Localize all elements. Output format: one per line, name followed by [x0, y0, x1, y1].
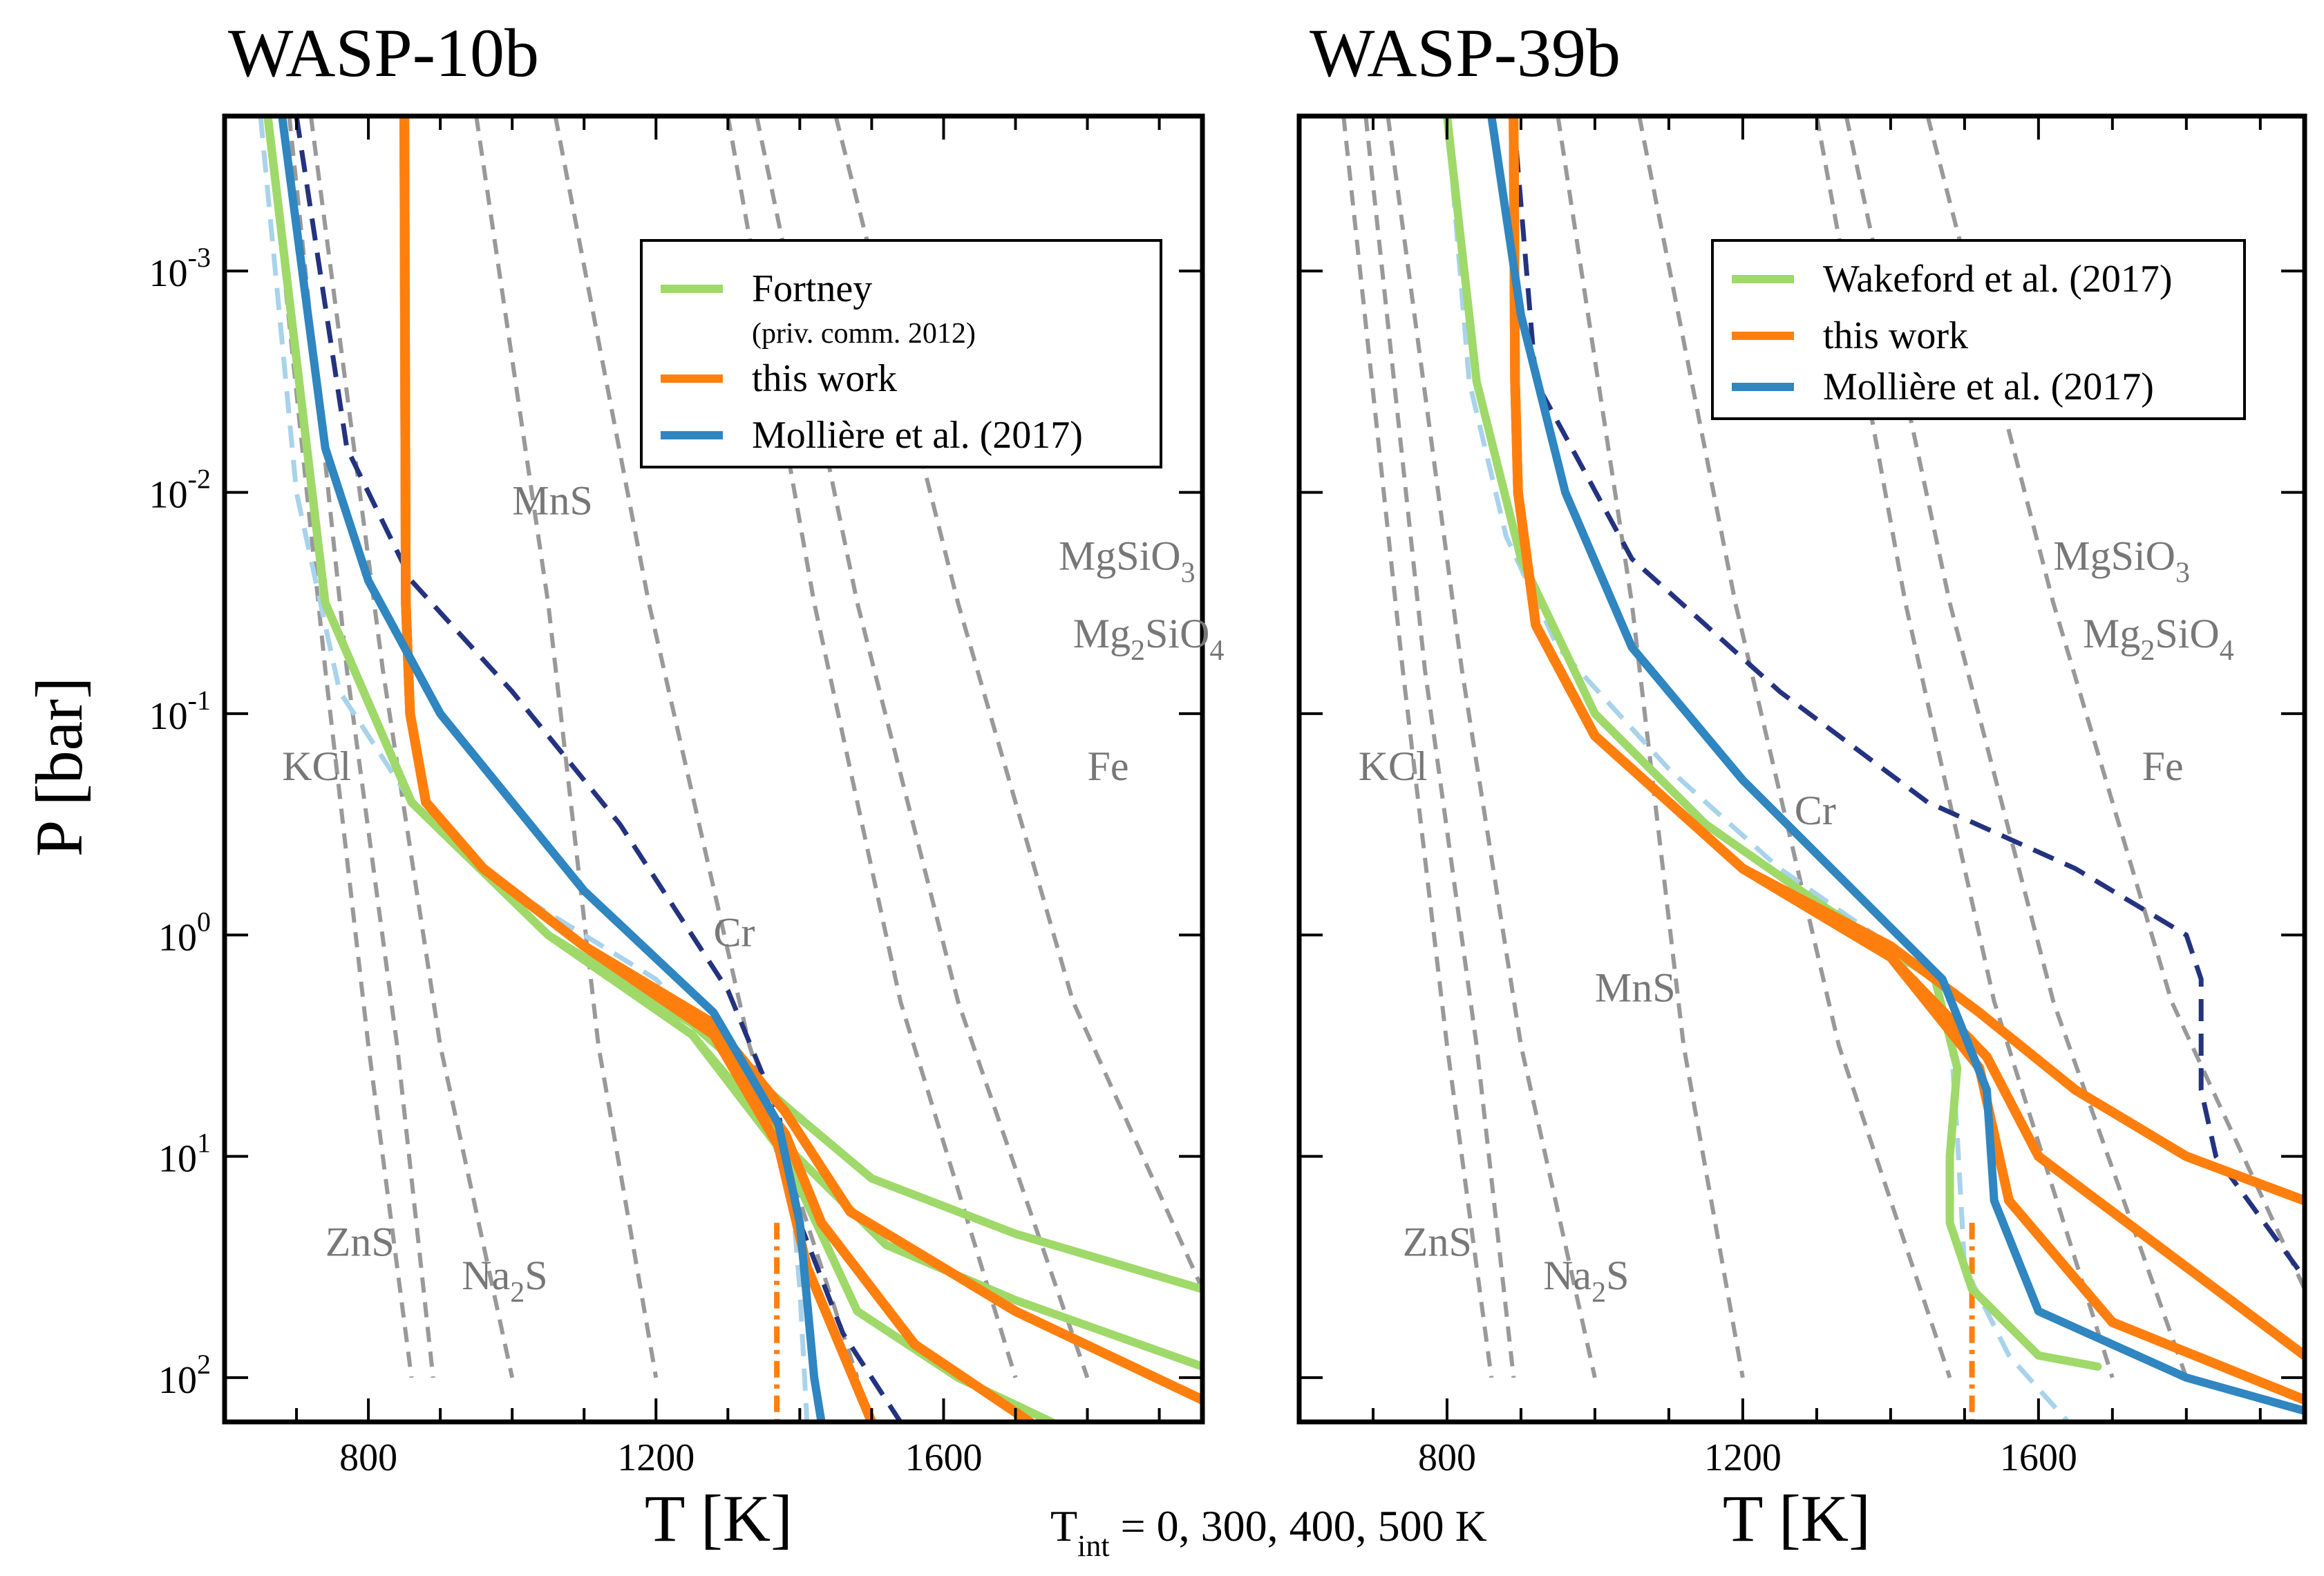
- series-line-model-light-dashed: [258, 116, 810, 1422]
- condensation-label: MnS: [1595, 965, 1676, 1010]
- panel-title: WASP-39b: [1310, 15, 1621, 91]
- series-line-model-dark-dashed: [294, 116, 903, 1422]
- condensation-label: Cr: [714, 909, 755, 955]
- x-tick-label: 1600: [2000, 1436, 2077, 1479]
- legend-box: [1711, 239, 2246, 420]
- condensation-curve-na2s: [1386, 116, 1597, 1378]
- legend-label: Wakeford et al. (2017): [1823, 258, 2173, 301]
- footnote-subscript: int: [1077, 1529, 1109, 1563]
- legend: Fortney (priv. comm. 2012) this work Molliè…: [640, 239, 1162, 468]
- legend: Wakeford et al. (2017) this work Mollière …: [1711, 239, 2246, 420]
- panel-title: WASP-10b: [228, 15, 539, 91]
- panel-wasp-39b: WASP-39b 800 1200 1600 KCl ZnS Na2S MnS Cr MgSi…: [1296, 15, 2307, 1555]
- legend-box: [640, 239, 1162, 468]
- plot-frame: [1296, 113, 2307, 1425]
- condensation-label: KCl: [282, 743, 351, 789]
- tint-footnote: Tint = 0, 300, 400, 500 K: [1050, 1501, 1487, 1563]
- series-line-model-dark-dashed: [1511, 116, 2305, 1280]
- series-line-molli-re-et-al-2017: [1487, 116, 2305, 1415]
- footnote-rest: = 0, 300, 400, 500 K: [1110, 1501, 1487, 1550]
- condensation-curve-mns: [474, 116, 659, 1378]
- plot-frame: [222, 113, 1205, 1425]
- condensation-label: MnS: [512, 478, 593, 524]
- y-tick-label: 101: [158, 1128, 211, 1181]
- condensation-curve-mgsio3: [726, 116, 1018, 1378]
- condensation-label: MgSiO3: [1059, 533, 1196, 589]
- legend-label: this work: [752, 357, 897, 400]
- condensation-curve-zns: [1363, 116, 1516, 1378]
- legend-sublabel: (priv. comm. 2012): [752, 318, 976, 350]
- x-tick-label: 1600: [905, 1436, 982, 1479]
- condensation-curve-mgsio3: [1814, 116, 2115, 1378]
- condensation-label: Na2S: [462, 1253, 547, 1309]
- panel-wasp-10b: WASP-10b 800 1200 1600 10-3 10-2 10-1 100 101 10…: [22, 15, 1224, 1555]
- condensation-label: ZnS: [325, 1219, 395, 1265]
- condensation-label: Fe: [1088, 743, 1129, 789]
- y-axis-title: P [bar]: [22, 677, 96, 857]
- x-tick-label: 800: [1418, 1436, 1476, 1479]
- condensation-label: Fe: [2142, 743, 2184, 789]
- series-line-this-work: [1509, 116, 2305, 1405]
- x-tick-label: 1200: [617, 1436, 695, 1479]
- y-tick-label: 100: [158, 906, 211, 959]
- condensation-curve-cr: [553, 116, 860, 1378]
- condensation-curve-mg2sio4: [754, 116, 1090, 1378]
- legend-label: this work: [1823, 314, 1968, 357]
- y-tick-label: 102: [158, 1349, 211, 1402]
- x-tick-label: 800: [339, 1436, 397, 1479]
- y-tick-label: 10-1: [149, 685, 211, 738]
- y-tick-label: 10-3: [149, 242, 211, 295]
- series-line-molli-re-et-al-2017: [278, 116, 826, 1422]
- condensation-label: Cr: [1795, 788, 1836, 833]
- condensation-label: Na2S: [1543, 1253, 1629, 1309]
- footnote-prefix: T: [1050, 1501, 1077, 1550]
- x-tick-label: 1200: [1704, 1436, 1782, 1479]
- condensation-curve-na2s: [308, 116, 515, 1378]
- condensation-label: Mg2SiO4: [2083, 611, 2234, 667]
- condensation-label: MgSiO3: [2053, 533, 2190, 589]
- legend-label: Mollière et al. (2017): [1823, 365, 2154, 408]
- condensation-label: ZnS: [1403, 1219, 1472, 1265]
- legend-label: Mollière et al. (2017): [752, 414, 1083, 457]
- condensation-label: KCl: [1359, 743, 1428, 789]
- condensation-label: Mg2SiO4: [1073, 611, 1225, 667]
- x-axis-title: T [K]: [645, 1481, 793, 1555]
- y-tick-label: 10-2: [149, 464, 211, 517]
- condensation-curve-mns: [1556, 116, 1745, 1378]
- condensation-curve-kcl: [1341, 116, 1494, 1378]
- x-axis-title: T [K]: [1723, 1481, 1871, 1555]
- legend-label: Fortney: [752, 267, 872, 310]
